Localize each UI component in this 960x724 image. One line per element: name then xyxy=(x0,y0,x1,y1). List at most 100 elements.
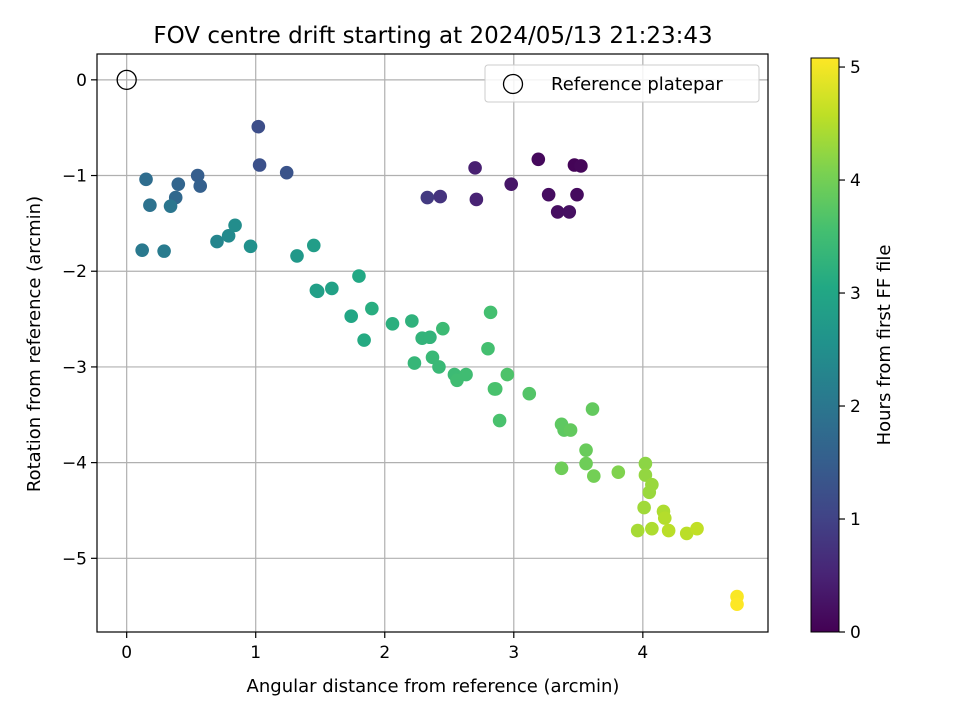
data-point xyxy=(488,382,503,396)
data-point xyxy=(252,158,267,172)
data-point xyxy=(645,521,659,536)
data-point xyxy=(405,314,419,328)
x-tick-label: 0 xyxy=(121,643,132,663)
data-point xyxy=(325,281,339,296)
data-point xyxy=(310,284,325,299)
data-point xyxy=(143,198,157,212)
data-points xyxy=(135,119,744,612)
data-point xyxy=(210,234,224,249)
data-point xyxy=(171,177,186,191)
data-point xyxy=(228,218,242,233)
data-point xyxy=(574,159,588,173)
colorbar-tick-label: 4 xyxy=(850,171,861,191)
data-point xyxy=(585,402,600,416)
colorbar-tick-label: 5 xyxy=(850,58,861,78)
y-tick-label: −1 xyxy=(62,167,87,187)
data-point xyxy=(531,152,546,167)
x-axis-label: Angular distance from reference (arcmin) xyxy=(247,676,620,697)
data-point xyxy=(483,305,498,320)
data-point xyxy=(579,443,593,457)
data-point xyxy=(541,187,556,202)
grid xyxy=(97,54,768,632)
data-point xyxy=(586,469,601,483)
y-tick-label: −4 xyxy=(62,454,87,474)
data-point xyxy=(500,367,515,382)
colorbar-tick-label: 3 xyxy=(850,284,861,304)
data-point xyxy=(251,119,266,134)
data-point xyxy=(357,333,371,347)
data-point xyxy=(139,172,153,187)
data-point xyxy=(638,456,653,471)
data-point xyxy=(433,189,448,204)
data-point xyxy=(481,341,495,356)
data-point xyxy=(468,161,482,175)
data-point xyxy=(690,521,704,536)
data-point xyxy=(290,249,304,263)
data-point xyxy=(562,205,577,219)
x-axis-ticks: 0 1 2 3 4 xyxy=(121,632,648,663)
data-point xyxy=(563,423,578,437)
data-point xyxy=(469,192,484,207)
chart-title: FOV centre drift starting at 2024/05/13 … xyxy=(153,23,712,49)
colorbar-label: Hours from first FF file xyxy=(874,245,895,446)
data-point xyxy=(243,239,258,254)
data-point xyxy=(630,523,645,538)
reference-marker-group xyxy=(116,69,137,90)
data-point xyxy=(163,199,178,213)
data-point xyxy=(550,205,565,219)
data-point xyxy=(459,367,473,382)
data-point xyxy=(306,238,321,253)
x-tick-label: 1 xyxy=(250,643,261,663)
legend-entry-reference: Reference platepar xyxy=(551,74,723,95)
data-point xyxy=(657,511,672,525)
data-point xyxy=(661,523,676,538)
colorbar-tick-label: 1 xyxy=(850,510,861,530)
data-point xyxy=(436,321,450,336)
data-point xyxy=(279,165,294,180)
y-tick-label: −2 xyxy=(62,262,87,282)
y-tick-label: −5 xyxy=(62,549,87,569)
data-point xyxy=(407,356,422,370)
data-point xyxy=(579,456,593,471)
data-point xyxy=(425,350,440,365)
colorbar xyxy=(810,57,840,633)
data-point xyxy=(611,465,626,479)
data-point xyxy=(730,597,744,612)
data-point xyxy=(637,500,651,515)
data-point xyxy=(432,360,446,374)
data-point xyxy=(135,243,149,257)
data-point xyxy=(679,526,694,541)
data-point xyxy=(638,468,653,482)
reference-platepar-marker xyxy=(116,69,137,90)
x-tick-label: 4 xyxy=(637,643,648,663)
x-tick-label: 3 xyxy=(508,643,519,663)
data-point xyxy=(554,461,569,476)
colorbar-ticks: 0 1 2 3 4 5 xyxy=(839,58,861,643)
data-point xyxy=(221,229,236,243)
y-axis-ticks: 0 −1 −2 −3 −4 −5 xyxy=(62,71,97,569)
colorbar-tick-label: 0 xyxy=(850,623,861,643)
data-point xyxy=(352,269,366,283)
legend-box xyxy=(484,64,760,103)
y-tick-label: −3 xyxy=(62,358,87,378)
legend: Reference platepar xyxy=(484,64,760,103)
colorbar-tick-label: 2 xyxy=(850,397,861,417)
plot-frame xyxy=(96,53,769,633)
data-point xyxy=(365,301,379,316)
data-point xyxy=(385,317,400,331)
data-point xyxy=(190,168,205,183)
y-tick-label: 0 xyxy=(76,71,87,91)
data-point xyxy=(193,179,208,193)
data-point xyxy=(642,485,657,500)
data-point xyxy=(423,330,437,345)
data-point xyxy=(344,309,359,324)
x-tick-label: 2 xyxy=(379,643,390,663)
data-point xyxy=(570,187,584,202)
data-point xyxy=(420,190,435,205)
data-point xyxy=(157,244,171,258)
data-point xyxy=(504,177,519,191)
data-point xyxy=(492,413,507,428)
data-point xyxy=(522,386,537,401)
legend-marker-reference xyxy=(502,73,524,95)
